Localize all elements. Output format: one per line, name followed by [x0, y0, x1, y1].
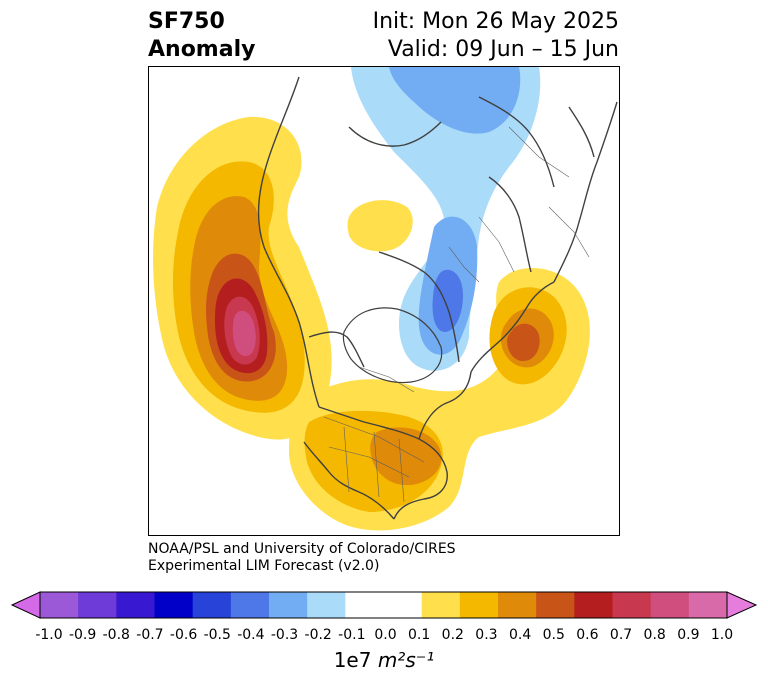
credit-line-2: Experimental LIM Forecast (v2.0): [148, 558, 380, 574]
colorbar-tick-label: -1.0: [35, 627, 63, 643]
colorbar: [10, 591, 758, 619]
colorbar-label: 1e7 m²s⁻¹: [334, 648, 435, 672]
colorbar-segment: [78, 592, 117, 618]
colorbar-tick-label: 1.0: [710, 627, 734, 643]
colorbar-tick-label: -0.2: [304, 627, 332, 643]
colorbar-tick-label: 0.7: [609, 627, 633, 643]
colorbar-tick-label: 0.9: [677, 627, 700, 643]
title-left: SF750 Anomaly: [148, 8, 255, 64]
colorbar-tick-label: -0.8: [102, 627, 130, 643]
colorbar-tick-label: 0.1: [408, 627, 431, 643]
colorbar-tick-label: -0.1: [338, 627, 366, 643]
colorbar-segment: [536, 592, 575, 618]
country-borders: [323, 126, 590, 503]
colorbar-tick-label: 0.6: [576, 627, 599, 643]
map-panel: [148, 66, 620, 536]
colorbar-tick-label: -0.7: [136, 627, 164, 643]
colorbar-segment: [269, 592, 308, 618]
arctic-coastline: [342, 307, 443, 384]
colorbar-segment: [40, 592, 79, 618]
colorbar-tick-label: 0.8: [643, 627, 666, 643]
continent-outlines: [257, 76, 618, 520]
colorbar-segment: [688, 592, 728, 618]
colorbar-tick-label: 0.3: [475, 627, 498, 643]
colorbar-segments: [40, 592, 728, 618]
colorbar-label-unit: m²s⁻¹: [377, 648, 435, 672]
init-date: Init: Mon 26 May 2025: [372, 9, 619, 34]
colorbar-tick-label: -0.3: [270, 627, 299, 643]
colorbar-segment: [650, 592, 690, 618]
colorbar-tick-label: 0.5: [542, 627, 565, 643]
title-right: Init: Mon 26 May 2025 Valid: 09 Jun – 15…: [373, 8, 619, 64]
colorbar-segment: [459, 592, 499, 618]
credit-text: NOAA/PSL and University of Colorado/CIRE…: [148, 541, 456, 575]
arctic-positive-blob: [347, 200, 413, 252]
colorbar-segment: [612, 592, 652, 618]
colorbar-segment: [345, 592, 384, 618]
colorbar-ticks: -1.0 -0.9 -0.8 -0.7 -0.6 -0.5 -0.4 -0.3 -0.2 -0.1…: [0, 627, 768, 645]
variable-name: SF750: [148, 9, 225, 34]
anomaly-map: [153, 67, 618, 531]
colorbar-segment: [574, 592, 613, 618]
colorbar-tick-label: -0.9: [68, 627, 97, 643]
colorbar-tick-label: 0.2: [441, 627, 464, 643]
pacific-positive-anomaly: [153, 116, 332, 440]
colorbar-segment: [421, 592, 461, 618]
colorbar-segment: [383, 592, 423, 618]
colorbar-border: [39, 591, 728, 619]
colorbar-segment: [230, 592, 270, 618]
colorbar-segment: [154, 592, 194, 618]
colorbar-segment: [307, 592, 346, 618]
colorbar-tick-label: -0.5: [203, 627, 231, 643]
colorbar-segment: [498, 592, 537, 618]
negative-anomaly: [351, 67, 541, 371]
colorbar-segment: [116, 592, 155, 618]
valid-range: Valid: 09 Jun – 15 Jun: [387, 37, 619, 62]
colorbar-segment: [192, 592, 232, 618]
colorbar-tick-label: -0.4: [237, 627, 265, 643]
colorbar-extend-max: [726, 591, 758, 619]
colorbar-tick-label: -0.6: [169, 627, 198, 643]
colorbar-label-prefix: 1e7: [333, 648, 372, 672]
colorbar-tick-label: 0.0: [374, 627, 397, 643]
colorbar-extend-min: [10, 591, 41, 619]
colorbar-tick-label: 0.4: [508, 627, 532, 643]
field-name: Anomaly: [148, 37, 256, 62]
credit-line-1: NOAA/PSL and University of Colorado/CIRE…: [148, 541, 456, 557]
